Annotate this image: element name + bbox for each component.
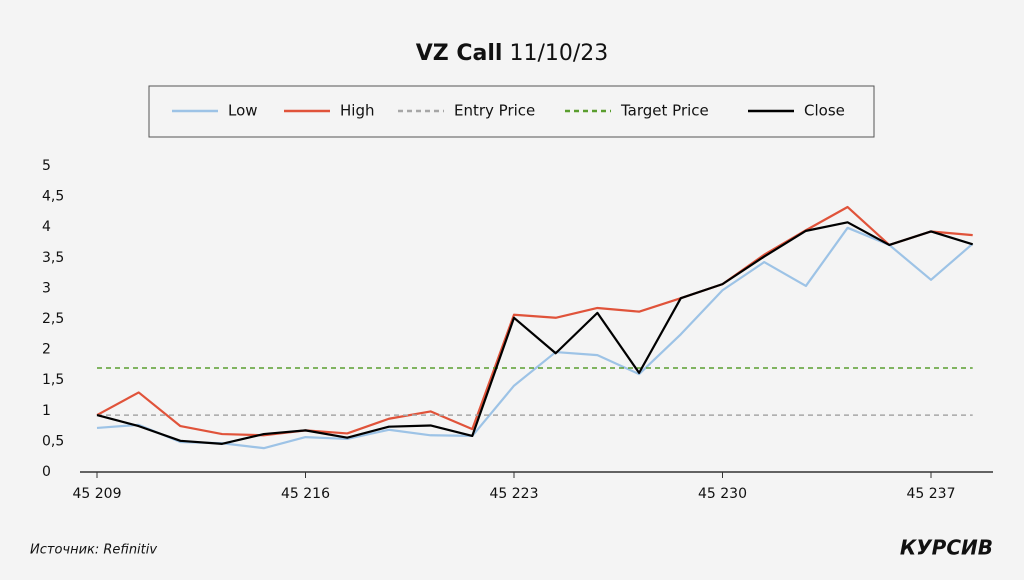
legend-label: Close	[804, 102, 845, 120]
legend-label: Target Price	[620, 102, 709, 120]
y-tick-label: 3	[42, 280, 51, 296]
chart-title: VZ Call 11/10/23	[416, 41, 609, 66]
series-line	[96, 205, 973, 437]
title-main: VZ Call	[416, 41, 503, 66]
x-tick-label: 45 209	[73, 486, 122, 502]
y-tick-label: 2	[42, 342, 51, 358]
y-tick-label: 2,5	[42, 311, 64, 327]
y-tick-label: 0	[42, 464, 51, 480]
legend-label: High	[340, 102, 374, 120]
y-tick-label: 1	[42, 403, 51, 419]
series-line	[96, 221, 974, 445]
x-tick-label: 45 223	[490, 486, 539, 502]
y-tick-label: 4	[42, 219, 51, 235]
legend-box	[148, 85, 875, 138]
y-tick-label: 3,5	[42, 250, 64, 266]
source: Источник: Refinitiv	[30, 543, 157, 558]
x-tick-label: 45 237	[907, 486, 956, 502]
legend-label: Low	[228, 102, 258, 120]
x-tick-label: 45 216	[281, 486, 330, 502]
y-tick-label: 1,5	[42, 372, 64, 388]
x-tick-label: 45 230	[698, 486, 747, 502]
y-tick-label: 5	[42, 158, 51, 174]
brand-logo: КУРСИВ	[900, 536, 993, 560]
legend-label: Entry Price	[454, 102, 535, 120]
title-date: 11/10/23	[509, 41, 608, 66]
y-tick-label: 4,5	[42, 189, 64, 205]
series-line	[96, 226, 974, 450]
y-tick-label: 0,5	[42, 433, 64, 449]
